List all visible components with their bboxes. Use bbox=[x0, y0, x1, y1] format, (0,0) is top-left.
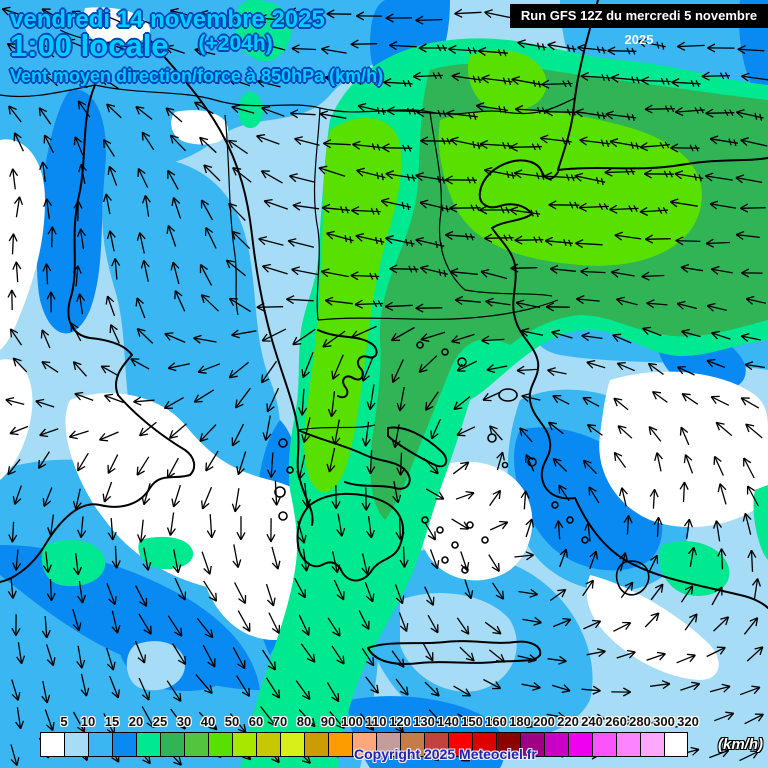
legend-tick-label: 220 bbox=[557, 714, 579, 729]
legend-unit-label: (km/h) bbox=[718, 736, 763, 753]
legend-tick-label: 30 bbox=[176, 714, 192, 729]
legend-color-box bbox=[472, 732, 496, 757]
legend-tick-label: 20 bbox=[128, 714, 144, 729]
legend-color-box bbox=[88, 732, 112, 757]
legend-tick-label: 200 bbox=[533, 714, 555, 729]
legend-tick-label: 80 bbox=[296, 714, 312, 729]
legend-tick-label: 15 bbox=[104, 714, 120, 729]
legend-color-box bbox=[136, 732, 160, 757]
legend-tick-label: 320 bbox=[677, 714, 699, 729]
legend-tick-label: 150 bbox=[461, 714, 483, 729]
legend-color-box bbox=[304, 732, 328, 757]
legend-tick-label: 240 bbox=[581, 714, 603, 729]
legend-tick-label: 260 bbox=[605, 714, 627, 729]
legend-color-box bbox=[376, 732, 400, 757]
legend-tick-label: 90 bbox=[320, 714, 336, 729]
legend-color-box bbox=[424, 732, 448, 757]
legend-color-box bbox=[232, 732, 256, 757]
legend-color-box bbox=[160, 732, 184, 757]
legend-tick-label: 50 bbox=[224, 714, 240, 729]
legend-color-box bbox=[592, 732, 616, 757]
legend-color-box bbox=[40, 732, 64, 757]
forecast-time: 1:00 locale (+204h) bbox=[10, 28, 273, 64]
legend-tick-label: 180 bbox=[509, 714, 531, 729]
legend-tick-label: 5 bbox=[60, 714, 68, 729]
local-time: 1:00 locale bbox=[10, 28, 169, 63]
legend-tick-label: 40 bbox=[200, 714, 216, 729]
legend-tick-label: 100 bbox=[341, 714, 363, 729]
legend-color-box bbox=[640, 732, 664, 757]
legend-tick-label: 25 bbox=[152, 714, 168, 729]
legend-color-box bbox=[256, 732, 280, 757]
legend-tick-label: 60 bbox=[248, 714, 264, 729]
legend-tick-label: 130 bbox=[413, 714, 435, 729]
legend-color-box bbox=[64, 732, 88, 757]
wind-speed-legend bbox=[40, 732, 688, 757]
legend-color-box bbox=[544, 732, 568, 757]
legend-tick-label: 70 bbox=[272, 714, 288, 729]
legend-tick-label: 160 bbox=[485, 714, 507, 729]
legend-color-box bbox=[400, 732, 424, 757]
legend-color-box bbox=[496, 732, 520, 757]
map-subtitle: Vent moyen direction/force à 850hPa (km/… bbox=[10, 66, 384, 86]
legend-color-box bbox=[208, 732, 232, 757]
legend-color-box bbox=[112, 732, 136, 757]
legend-tick-label: 10 bbox=[80, 714, 96, 729]
legend-tick-label: 110 bbox=[365, 714, 387, 729]
legend-color-box bbox=[184, 732, 208, 757]
legend-tick-label: 280 bbox=[629, 714, 651, 729]
forecast-date: vendredi 14 novembre 2025 bbox=[10, 6, 325, 33]
legend-color-box bbox=[328, 732, 352, 757]
legend-color-box bbox=[448, 732, 472, 757]
legend-color-box bbox=[352, 732, 376, 757]
legend-color-box bbox=[664, 732, 688, 757]
legend-color-box bbox=[616, 732, 640, 757]
copyright-text: Copyright 2025 Meteociel.fr bbox=[354, 746, 537, 762]
legend-color-box bbox=[520, 732, 544, 757]
forecast-offset: (+204h) bbox=[198, 32, 273, 55]
legend-color-box bbox=[280, 732, 304, 757]
legend-tick-label: 140 bbox=[437, 714, 459, 729]
legend-tick-label: 120 bbox=[389, 714, 411, 729]
legend-tick-label: 300 bbox=[653, 714, 675, 729]
run-info-box: Run GFS 12Z du mercredi 5 novembre 2025 bbox=[510, 4, 768, 47]
legend-color-box bbox=[568, 732, 592, 757]
